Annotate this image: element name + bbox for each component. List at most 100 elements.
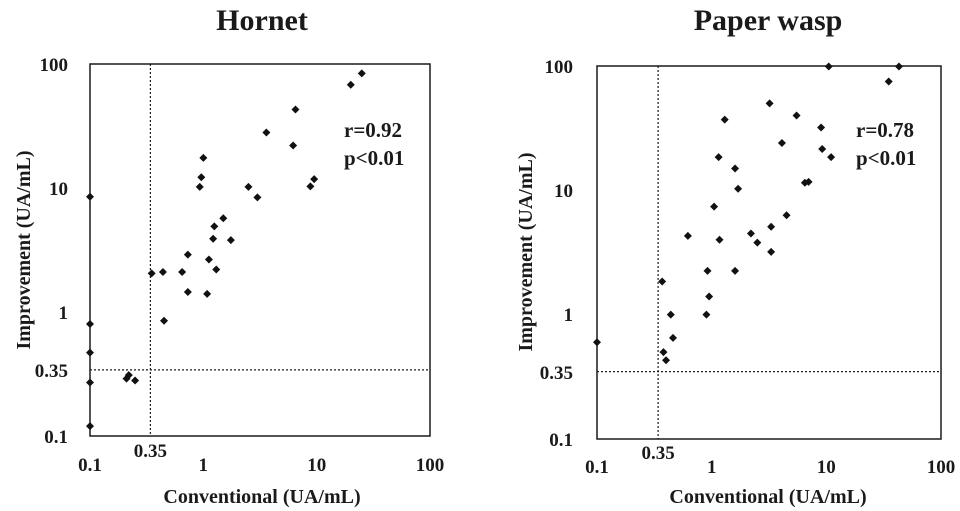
data-point	[731, 266, 740, 275]
data-point	[683, 231, 692, 240]
data-point	[767, 222, 776, 231]
x-tick-label: 0.35	[641, 443, 674, 464]
data-point	[782, 211, 791, 220]
data-point	[767, 247, 776, 256]
data-point	[291, 105, 300, 114]
data-point	[710, 202, 719, 211]
data-point	[817, 123, 826, 132]
data-point	[226, 236, 235, 245]
data-point	[777, 139, 786, 148]
data-point	[715, 235, 724, 244]
x-tick-label: 1	[707, 457, 717, 478]
data-point	[658, 277, 667, 286]
data-point	[824, 62, 833, 71]
data-point	[659, 348, 668, 357]
data-points	[86, 69, 366, 431]
x-axis-label: Conventional (UA/mL)	[163, 486, 360, 508]
data-point	[195, 182, 204, 191]
y-tick-label: 0.1	[44, 427, 68, 448]
data-point	[203, 289, 212, 298]
y-tick-label: 10	[554, 181, 573, 202]
data-point	[262, 128, 271, 137]
data-point	[894, 62, 903, 71]
data-point	[804, 177, 813, 186]
y-tick-label: 1	[59, 303, 69, 324]
x-tick-label: 10	[307, 455, 326, 476]
data-point	[244, 182, 253, 191]
data-point	[86, 348, 94, 357]
data-point	[209, 234, 218, 243]
data-point	[746, 229, 755, 238]
data-point	[183, 250, 192, 259]
x-tick-label: 0.35	[134, 441, 167, 462]
data-point	[818, 145, 827, 154]
p-value-annotation: p<0.01	[344, 146, 404, 170]
data-point	[86, 320, 94, 329]
y-tick-label: 10	[49, 179, 68, 200]
data-point	[753, 238, 762, 247]
data-point	[714, 153, 723, 162]
y-tick-label: 100	[40, 55, 69, 76]
data-point	[720, 115, 729, 124]
correlation-annotation: r=0.92	[344, 118, 402, 142]
data-point	[158, 268, 167, 277]
p-value-annotation: p<0.01	[856, 146, 916, 170]
x-tick-label: 10	[817, 457, 836, 478]
y-tick-label: 0.35	[35, 361, 68, 382]
data-point	[346, 80, 355, 89]
data-point	[357, 69, 366, 78]
y-tick-label: 100	[545, 57, 574, 78]
correlation-annotation: r=0.78	[856, 118, 914, 142]
data-point	[147, 269, 156, 278]
plot-frame	[89, 63, 431, 437]
y-tick-label: 0.35	[540, 363, 573, 384]
y-axis-label: Improvement (UA/mL)	[515, 152, 537, 351]
data-point	[183, 287, 192, 296]
data-point	[219, 214, 228, 223]
x-tick-label: 1	[199, 455, 209, 476]
data-point	[210, 222, 219, 231]
data-points	[593, 62, 903, 365]
data-point	[702, 310, 711, 319]
data-point	[253, 193, 262, 202]
data-point	[306, 182, 315, 191]
data-point	[197, 173, 206, 182]
data-point	[212, 265, 221, 274]
paper-wasp-panel: Paper wasp Improvement (UA/mL) Conventio…	[515, 4, 955, 508]
data-point	[666, 310, 675, 319]
data-point	[86, 192, 94, 201]
data-point	[86, 422, 94, 431]
data-point	[204, 255, 213, 264]
data-point	[731, 164, 740, 173]
data-point	[884, 77, 893, 86]
data-point	[705, 292, 714, 301]
data-point	[765, 99, 774, 108]
data-point	[662, 356, 671, 365]
data-point	[160, 316, 169, 325]
data-point	[310, 175, 319, 184]
data-point	[131, 376, 140, 385]
data-point	[86, 378, 94, 387]
chart-title: Hornet	[216, 4, 308, 37]
data-point	[734, 184, 743, 193]
data-point	[178, 268, 187, 277]
data-point	[668, 333, 677, 342]
data-point	[199, 153, 208, 162]
plot-frame	[596, 65, 942, 440]
x-axis-label: Conventional (UA/mL)	[669, 486, 866, 508]
y-tick-label: 0.1	[549, 430, 573, 451]
hornet-panel: Hornet Improvement (UA/mL) Conventional …	[13, 4, 444, 508]
data-point	[703, 266, 712, 275]
x-tick-label: 0.1	[78, 455, 102, 476]
data-point	[827, 153, 836, 162]
x-tick-label: 0.1	[585, 457, 609, 478]
x-tick-label: 100	[416, 455, 445, 476]
chart-title: Paper wasp	[694, 4, 843, 37]
data-point	[289, 141, 298, 150]
y-axis-label: Improvement (UA/mL)	[13, 150, 35, 349]
data-point	[593, 338, 601, 347]
y-tick-label: 1	[564, 305, 574, 326]
data-point	[792, 111, 801, 120]
data-point	[124, 371, 133, 380]
